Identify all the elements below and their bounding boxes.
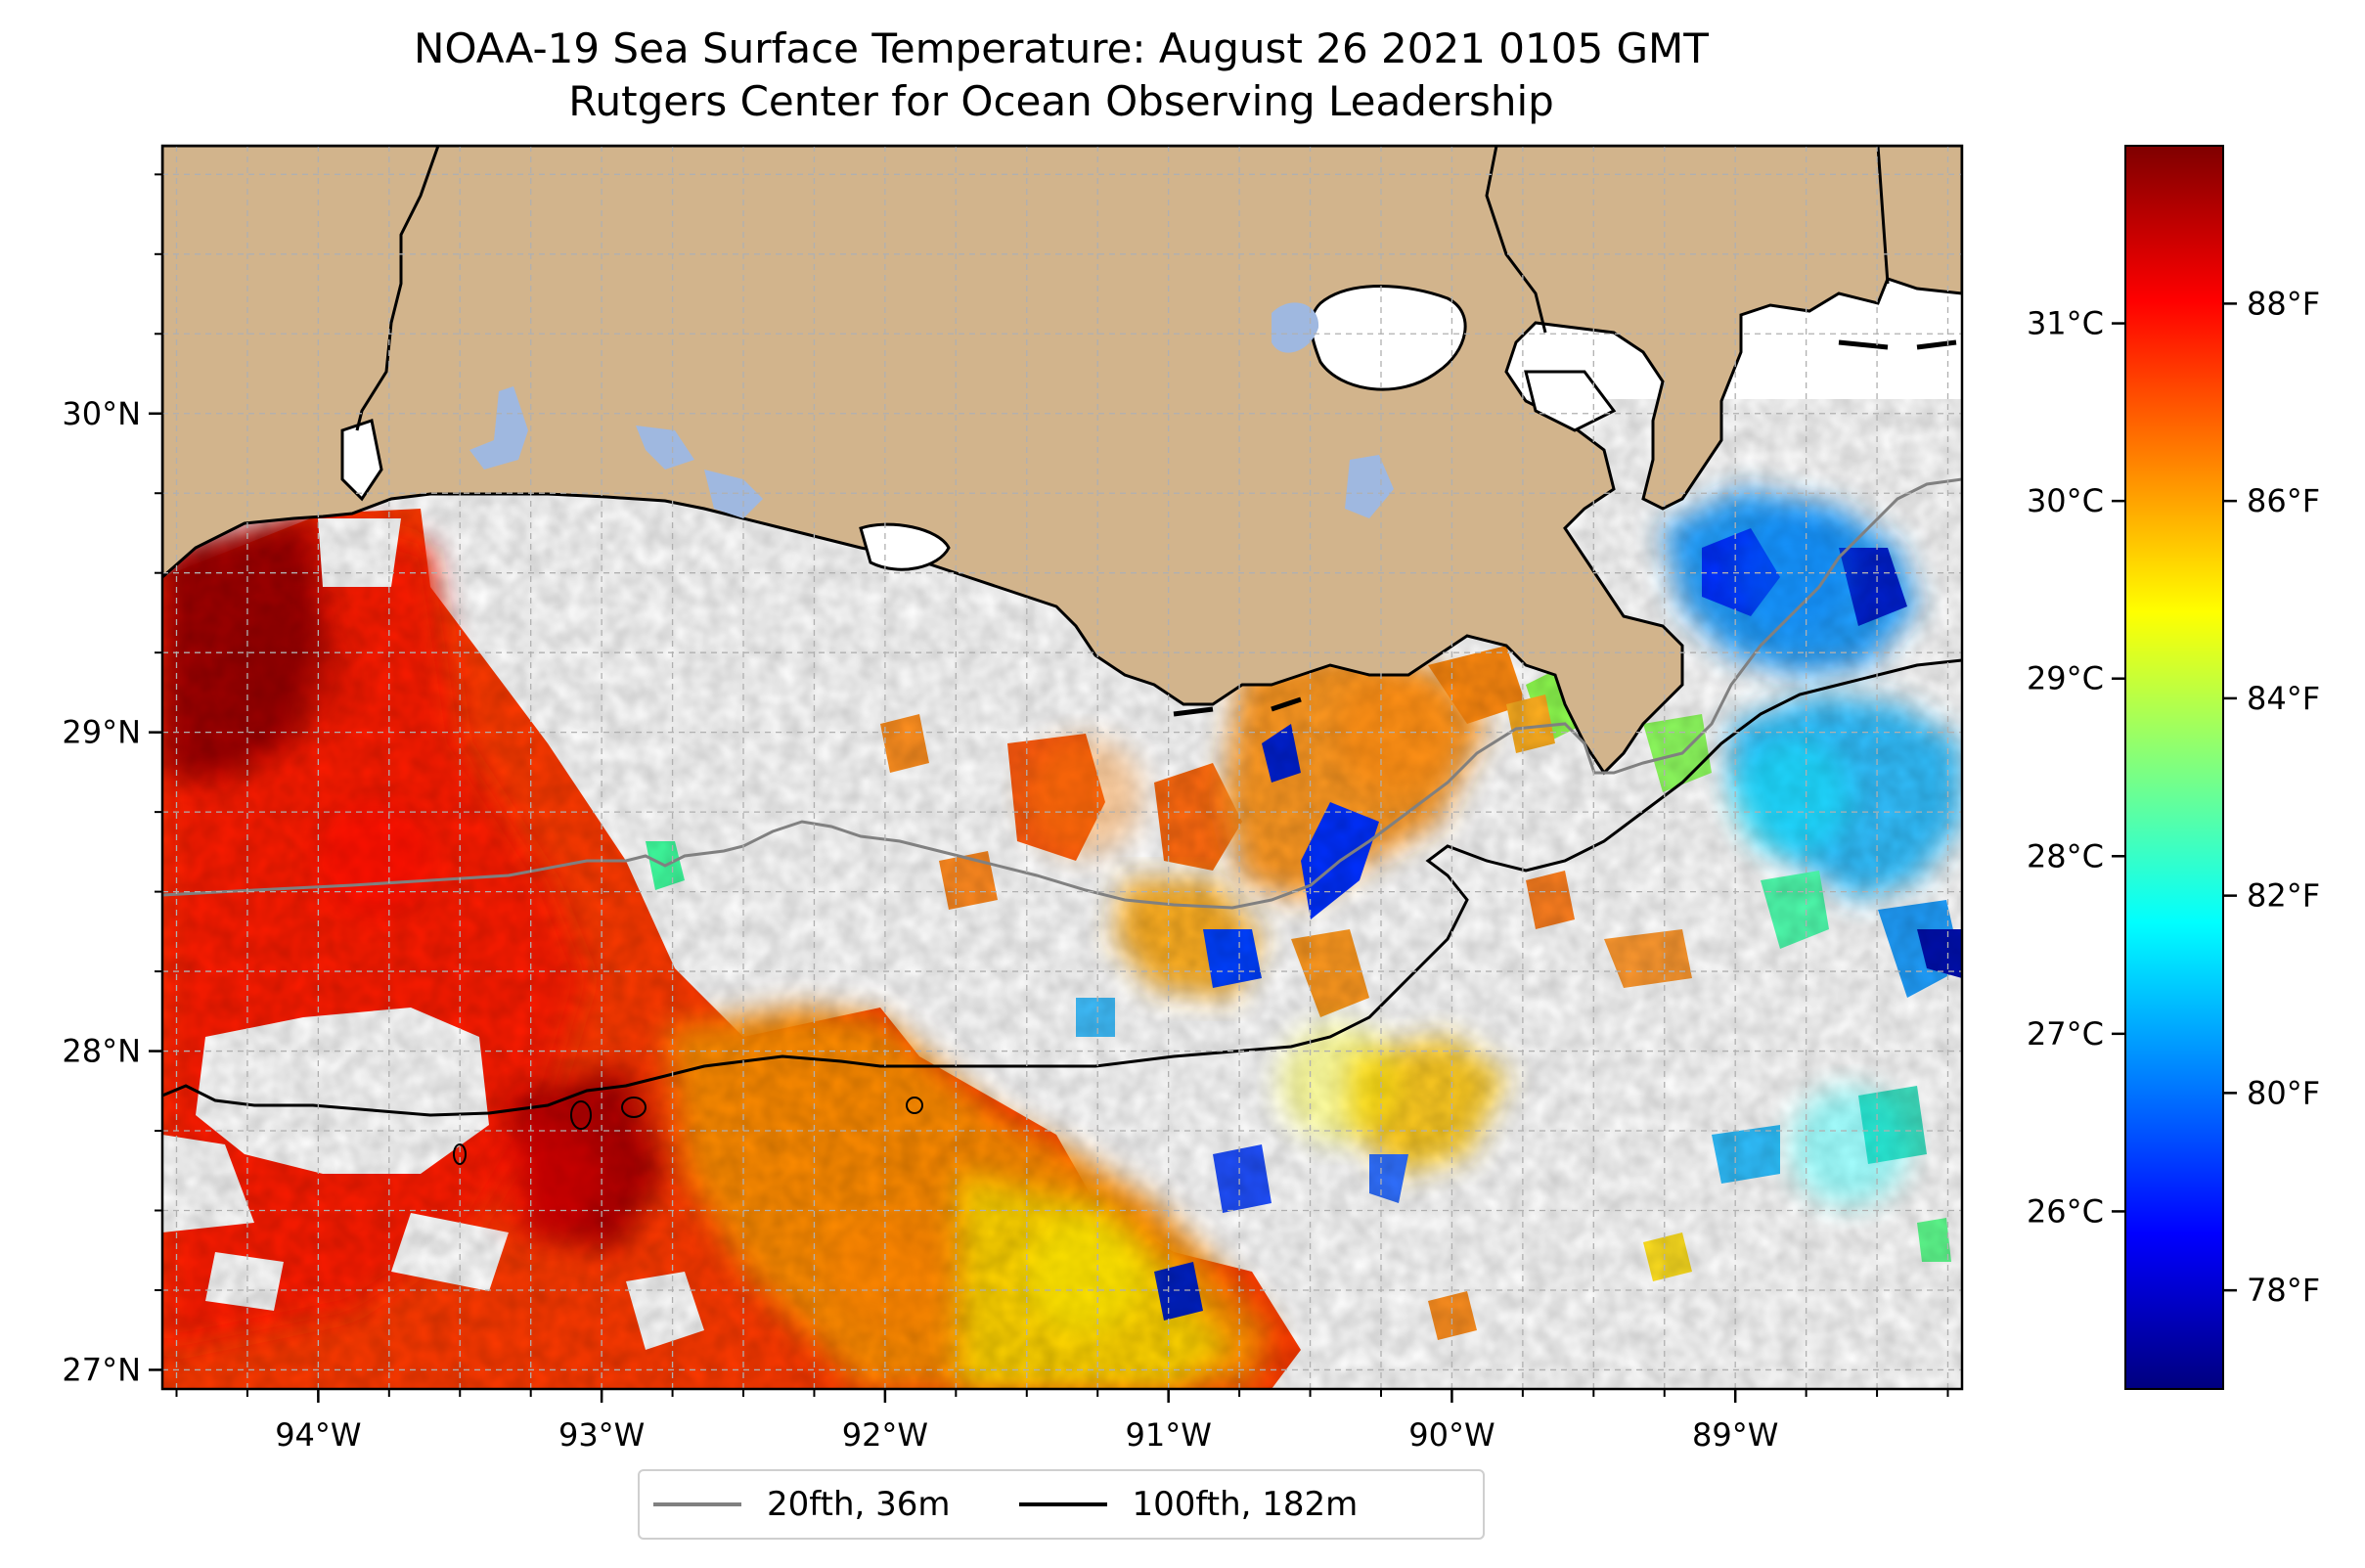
- isobath-20fth: [162, 477, 1962, 910]
- inland-lake-grand: [636, 426, 694, 470]
- x-tick-label: 89°W: [1692, 1416, 1778, 1454]
- isobath-100fth: [162, 658, 1962, 1117]
- sst-region-sample: [1024, 737, 1142, 855]
- colorbar-fahrenheit-label: 78°F: [2247, 1272, 2320, 1309]
- legend-line-100fth: [1018, 1502, 1107, 1506]
- sabine-lake: [340, 419, 383, 502]
- map-axes: 94°W 93°W 92°W 91°W 90°W 89°W 27°N 28°N 29°N 30°N: [62, 173, 1949, 1454]
- colorbar-celsius-label: 30°C: [2027, 482, 2104, 519]
- inland-lake-white: [704, 470, 763, 518]
- legend-entry-20fth: 20fth, 36m: [653, 1485, 951, 1524]
- legend-line-20fth: [653, 1502, 741, 1506]
- map-title-line-2: Rutgers Center for Ocean Observing Leade…: [568, 77, 1554, 125]
- colorbar-ticks: 26°C 27°C 28°C 29°C 30°C 31°C 78°F 80°F 82°F 84°F…: [2027, 285, 2320, 1309]
- colorbar-celsius-label: 26°C: [2027, 1192, 2104, 1230]
- map-gridlines: [162, 146, 1962, 1389]
- x-tick-label: 93°W: [558, 1416, 645, 1454]
- sst-field: [162, 489, 1962, 1389]
- vermilion-bay: [859, 522, 951, 571]
- sst-region-sample: [1790, 1088, 1908, 1206]
- state-border-la-ms: [1485, 146, 1547, 334]
- state-border-ms-al: [1876, 146, 1890, 285]
- colorbar-fahrenheit-label: 82°F: [2247, 877, 2320, 915]
- colorbar-fahrenheit-label: 80°F: [2247, 1074, 2320, 1111]
- y-tick-label: 29°N: [62, 714, 141, 751]
- legend-label-100fth: 100fth, 182m: [1132, 1485, 1359, 1524]
- lake-pontchartrain: [1310, 285, 1467, 391]
- sst-region-sample: [1733, 737, 1852, 855]
- isobath-legend: 20fth, 36m 100fth, 182m: [638, 1469, 1485, 1540]
- inland-lake-calcasieu: [469, 386, 528, 470]
- barrier-islands: [1173, 706, 1214, 717]
- map-area: [162, 146, 1962, 1389]
- state-border-tx-la: [355, 146, 440, 431]
- sst-region-sample: [1024, 1215, 1142, 1333]
- legend-label-20fth: 20fth, 36m: [767, 1485, 951, 1524]
- isobath-mound: [570, 1100, 592, 1130]
- x-tick-label: 94°W: [275, 1416, 361, 1454]
- colorbar-fahrenheit-label: 86°F: [2247, 482, 2320, 519]
- y-tick-label: 28°N: [62, 1033, 141, 1070]
- colorbar-celsius-label: 28°C: [2027, 837, 2104, 874]
- x-tick-label: 92°W: [842, 1416, 928, 1454]
- sst-region-sample: [486, 1119, 604, 1237]
- y-tick-label: 30°N: [62, 395, 141, 432]
- x-tick-label: 91°W: [1125, 1416, 1211, 1454]
- colorbar-fahrenheit-label: 88°F: [2247, 285, 2320, 322]
- legend-entry-100fth: 100fth, 182m: [1018, 1485, 1359, 1524]
- y-tick-label: 27°N: [62, 1351, 141, 1388]
- sst-region-sample: [316, 801, 434, 919]
- colorbar-celsius-label: 27°C: [2027, 1015, 2104, 1053]
- colorbar-celsius-label: 31°C: [2027, 305, 2104, 342]
- colorbar-celsius-label: 29°C: [2027, 660, 2104, 697]
- map-frame: [160, 144, 1964, 1391]
- x-tick-label: 90°W: [1408, 1416, 1495, 1454]
- map-title-line-1: NOAA-19 Sea Surface Temperature: August …: [414, 24, 1709, 72]
- sst-region-sample: [1279, 1024, 1398, 1142]
- sst-region-sample: [231, 609, 349, 728]
- sst-region-sample: [1336, 673, 1454, 791]
- colorbar: [2124, 145, 2224, 1390]
- colorbar-fahrenheit-label: 84°F: [2247, 680, 2320, 717]
- inland-lake-maurepas: [1272, 302, 1319, 353]
- sst-region-sample: [826, 1215, 944, 1333]
